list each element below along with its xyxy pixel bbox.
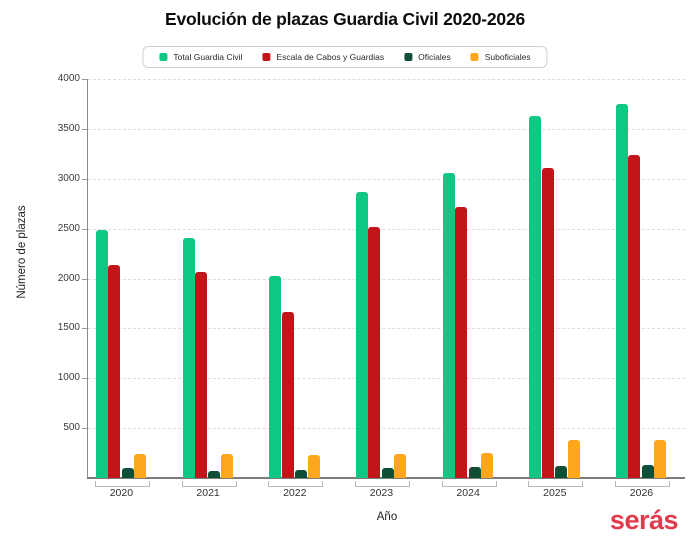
bar-oficiales-2021[interactable] [208,471,221,478]
legend-label: Suboficiales [484,52,531,62]
x-group-bracket-2023 [355,480,411,487]
x-axis-line [87,477,685,479]
x-group-bracket-2021 [181,480,237,487]
y-tick-label-1500: 1500 [57,322,80,334]
y-tick-mark-2500 [82,228,87,230]
y-axis-line [87,79,88,478]
bar-suboficiales-2024[interactable] [481,453,494,478]
legend-item-oficiales[interactable]: Oficiales [404,52,451,62]
bar-oficiales-2026[interactable] [641,465,654,478]
bar-total-guardia-civil-2025[interactable] [529,116,542,478]
x-group-bracket-2024 [441,480,497,487]
bar-escala-de-cabos-y-guardias-2025[interactable] [541,167,554,478]
y-gridline-2500 [88,228,685,230]
bar-suboficiales-2020[interactable] [134,454,147,478]
bar-escala-de-cabos-y-guardias-2026[interactable] [628,154,641,478]
x-category-label-2022: 2022 [283,487,307,499]
bar-escala-de-cabos-y-guardias-2021[interactable] [195,271,208,478]
bar-total-guardia-civil-2024[interactable] [442,172,455,478]
bar-escala-de-cabos-y-guardias-2024[interactable] [455,206,468,478]
legend-item-suboficiales[interactable]: Suboficiales [470,52,531,62]
y-tick-label-500: 500 [63,422,80,434]
y-tick-label-2500: 2500 [57,222,80,234]
y-tick-mark-2000 [82,278,87,280]
bar-total-guardia-civil-2021[interactable] [182,237,195,478]
chart-legend: Total Guardia Civil Escala de Cabos y Gua… [142,46,548,68]
legend-color-swatch [159,53,168,61]
legend-item-escala-de-cabos-y-guardias[interactable]: Escala de Cabos y Guardias [262,52,384,62]
seras-logo: serás [609,505,679,535]
chart-title: Evolución de plazas Guardia Civil 2020-2… [164,9,526,29]
y-gridline-3000 [88,178,685,180]
y-gridline-500 [88,428,685,430]
y-tick-label-2000: 2000 [57,272,80,284]
x-group-bracket-2020 [95,480,150,487]
x-category-label-2023: 2023 [369,487,394,499]
y-gridline-2000 [88,278,685,280]
bar-total-guardia-civil-2020[interactable] [96,229,108,478]
bar-suboficiales-2026[interactable] [654,439,667,478]
bar-oficiales-2022[interactable] [295,469,308,478]
bar-suboficiales-2022[interactable] [307,454,320,478]
legend-label: Escala de Cabos y Guardias [276,52,385,62]
y-gridline-1500 [88,328,685,330]
bar-escala-de-cabos-y-guardias-2022[interactable] [281,312,294,478]
y-tick-mark-500 [82,428,87,430]
x-category-label-2021: 2021 [196,487,220,499]
y-gridline-1000 [88,378,685,380]
y-tick-mark-1500 [82,328,87,330]
x-category-label-2020: 2020 [109,487,134,499]
bar-oficiales-2024[interactable] [468,467,481,478]
y-tick-mark-4000 [82,79,87,80]
x-group-bracket-2025 [528,480,584,487]
bar-suboficiales-2023[interactable] [394,453,407,478]
bar-suboficiales-2025[interactable] [567,439,580,478]
bar-total-guardia-civil-2026[interactable] [616,103,629,478]
bar-oficiales-2025[interactable] [555,466,568,478]
y-tick-mark-3000 [82,178,87,180]
x-category-label-2026: 2026 [629,487,654,499]
x-axis-title: Año [376,511,398,523]
x-group-bracket-2022 [268,480,324,487]
bar-total-guardia-civil-2023[interactable] [356,191,369,478]
y-tick-label-3000: 3000 [57,172,80,184]
y-tick-label-4000: 4000 [57,73,80,84]
y-tick-label-3500: 3500 [57,122,80,134]
legend-color-swatch [404,53,413,61]
x-category-label-2025: 2025 [543,487,567,499]
y-tick-mark-3500 [82,128,87,130]
legend-label: Total Guardia Civil [173,52,243,62]
bar-suboficiales-2021[interactable] [221,453,234,478]
bar-oficiales-2023[interactable] [381,468,394,478]
bar-escala-de-cabos-y-guardias-2023[interactable] [368,226,381,478]
bar-escala-de-cabos-y-guardias-2020[interactable] [108,264,121,478]
x-category-label-2024: 2024 [456,487,480,499]
bar-total-guardia-civil-2022[interactable] [269,276,282,478]
y-axis-title: Número de plazas [16,205,28,299]
bar-oficiales-2020[interactable] [121,468,134,478]
legend-color-swatch [470,53,479,61]
legend-color-swatch [262,53,271,61]
y-gridline-4000 [88,79,685,80]
legend-label: Oficiales [418,52,451,62]
y-tick-label-1000: 1000 [57,372,80,384]
y-tick-mark-1000 [82,378,87,380]
y-gridline-3500 [88,128,685,130]
legend-item-total-guardia-civil[interactable]: Total Guardia Civil [159,52,242,62]
x-group-bracket-2026 [615,480,671,487]
